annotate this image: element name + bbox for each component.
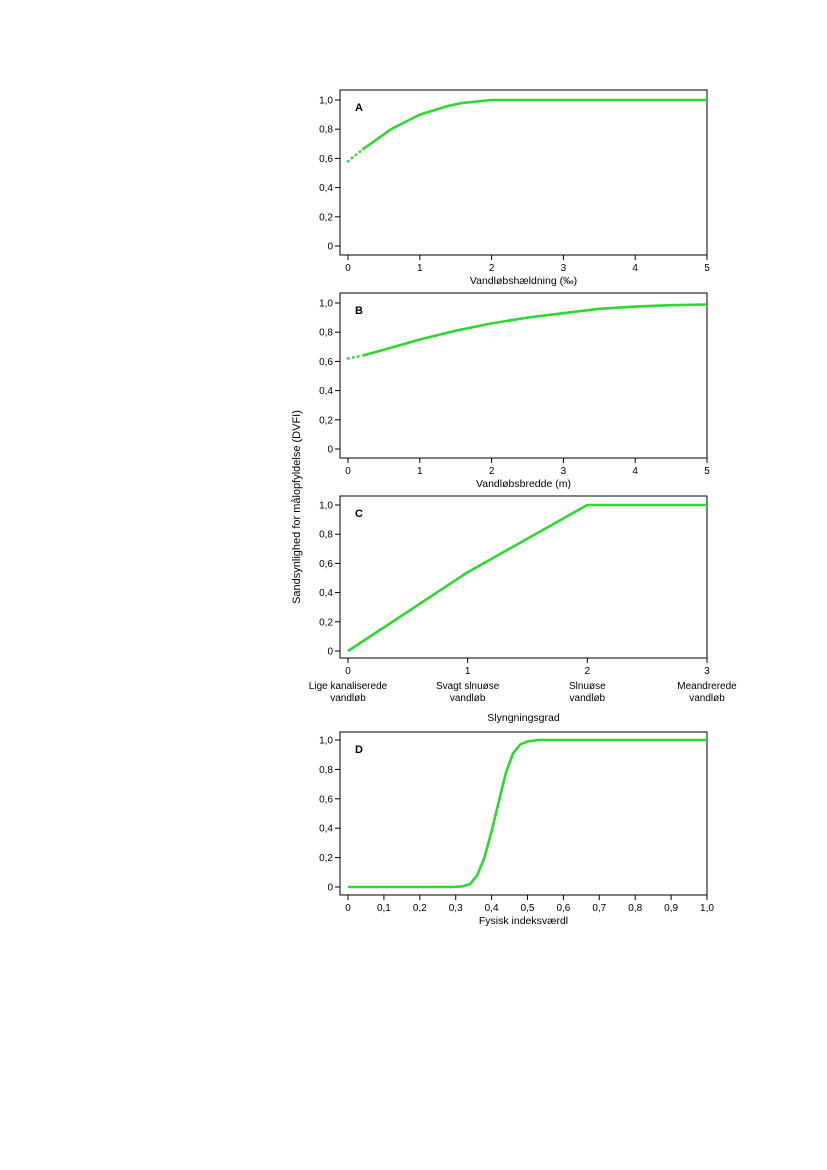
x-tick-label: 4 <box>632 263 638 274</box>
x-category-label: vandløb <box>570 693 606 704</box>
x-category-label: Lige kanaliserede <box>309 681 388 692</box>
x-tick-label: 0 <box>345 903 351 914</box>
series-line <box>347 503 707 653</box>
y-tick-label: 0,4 <box>319 824 333 835</box>
panel-label: B <box>355 305 363 317</box>
panel-label: A <box>355 102 363 114</box>
y-tick-label: 0,8 <box>319 125 333 136</box>
x-tick-label: 0,8 <box>628 903 642 914</box>
y-tick-label: 0,4 <box>319 588 333 599</box>
x-tick-label: 0,2 <box>413 903 427 914</box>
y-tick-label: 0,8 <box>319 328 333 339</box>
x-category-label: vandløb <box>689 693 725 704</box>
y-tick-label: 0,2 <box>319 853 333 864</box>
y-tick-label: 0,2 <box>319 212 333 223</box>
y-tick-label: 0,2 <box>319 415 333 426</box>
chart-panel-d: D 0 0,2 0,4 0,6 0,8 1,0 0 0,1 0,2 0,3 0,4 0,5 0,6 0,7 0… <box>319 731 714 927</box>
y-tick-label: 0,8 <box>319 530 333 541</box>
y-tick-label: 0 <box>327 647 333 658</box>
x-tick-label: 1,0 <box>700 903 714 914</box>
y-tick-label: 0,6 <box>319 559 333 570</box>
y-tick-label: 0,4 <box>319 183 333 194</box>
y-tick-label: 0,4 <box>319 386 333 397</box>
x-axis-title: Vandløbsbredde (m) <box>476 478 571 490</box>
y-tick-label: 0 <box>327 445 333 456</box>
x-tick-label: 2 <box>585 666 591 677</box>
series-line-dotted <box>346 148 364 163</box>
panel-label: D <box>355 744 363 756</box>
series-line-dotted <box>346 354 364 360</box>
x-tick-label: 0 <box>345 263 351 274</box>
x-tick-label: 0 <box>345 466 351 477</box>
x-axis-title: Vandløbshældning (‰) <box>470 275 577 287</box>
x-category-label: Svagt slnuøse <box>436 681 500 692</box>
x-tick-label: 3 <box>561 263 567 274</box>
x-tick-label: 0,1 <box>377 903 391 914</box>
plot-frame <box>339 292 708 459</box>
x-tick-label: 0 <box>345 666 351 677</box>
chart-panel-b: B 0 0,2 0,4 0,6 0,8 1,0 0 1 2 3 4 5 Vandløbsbredde (m… <box>319 292 710 490</box>
y-tick-label: 1,0 <box>319 736 333 747</box>
y-axis-title: Sandsynlighed for målopfyldelse (DVFI) <box>291 410 303 604</box>
chart-panel-a: A 0 0,2 0,4 0,6 0,8 1,0 0 1 2 3 4 5 Vandløbshældning … <box>319 89 710 287</box>
y-tick-label: 0,6 <box>319 357 333 368</box>
x-tick-label: 0,5 <box>521 903 535 914</box>
y-tick-label: 0,8 <box>319 765 333 776</box>
x-tick-label: 0,3 <box>449 903 463 914</box>
y-tick-label: 1,0 <box>319 501 333 512</box>
x-category-label: vandløb <box>450 693 486 704</box>
x-tick-label: 3 <box>704 666 710 677</box>
plot-frame <box>339 89 708 256</box>
x-axis-title: Fysisk indeksværdl <box>479 915 568 927</box>
x-tick-label: 3 <box>561 466 567 477</box>
y-tick-label: 0 <box>327 883 333 894</box>
x-tick-label: 4 <box>632 466 638 477</box>
x-tick-label: 5 <box>704 263 710 274</box>
plot-frame <box>339 731 708 896</box>
plot-frame <box>339 495 708 659</box>
x-axis-title: Slyngningsgrad <box>487 712 560 724</box>
x-tick-label: 0,7 <box>592 903 606 914</box>
x-tick-label: 2 <box>489 263 495 274</box>
series-line <box>362 303 708 357</box>
x-category-label: Meandrerede <box>677 681 737 692</box>
x-tick-label: 0,9 <box>664 903 678 914</box>
x-tick-label: 0,6 <box>556 903 570 914</box>
x-category-label: Slnuøse <box>569 681 606 692</box>
x-tick-label: 0,4 <box>485 903 499 914</box>
y-tick-label: 1,0 <box>319 96 333 107</box>
x-tick-label: 1 <box>417 466 423 477</box>
chart-panels: A 0 0,2 0,4 0,6 0,8 1,0 0 1 2 3 4 5 Vandløbshældning … <box>309 89 737 927</box>
x-tick-label: 1 <box>417 263 423 274</box>
y-tick-label: 0 <box>327 242 333 253</box>
x-tick-label: 1 <box>465 666 471 677</box>
x-tick-label: 5 <box>704 466 710 477</box>
y-tick-label: 1,0 <box>319 299 333 310</box>
x-tick-label: 2 <box>489 466 495 477</box>
y-tick-label: 0,2 <box>319 617 333 628</box>
series-line <box>348 738 707 889</box>
y-tick-label: 0,6 <box>319 794 333 805</box>
x-category-label: vandløb <box>330 693 366 704</box>
series-line <box>361 98 707 151</box>
y-tick-label: 0,6 <box>319 154 333 165</box>
panel-label: C <box>355 508 363 520</box>
